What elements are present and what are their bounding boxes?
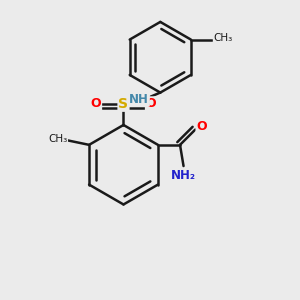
Text: CH₃: CH₃ <box>214 33 233 43</box>
Text: CH₃: CH₃ <box>48 134 67 144</box>
Text: O: O <box>146 97 157 110</box>
Text: O: O <box>91 97 101 110</box>
Text: NH₂: NH₂ <box>171 169 196 182</box>
Text: NH: NH <box>129 93 149 106</box>
Text: S: S <box>118 97 128 111</box>
Text: O: O <box>196 119 207 133</box>
